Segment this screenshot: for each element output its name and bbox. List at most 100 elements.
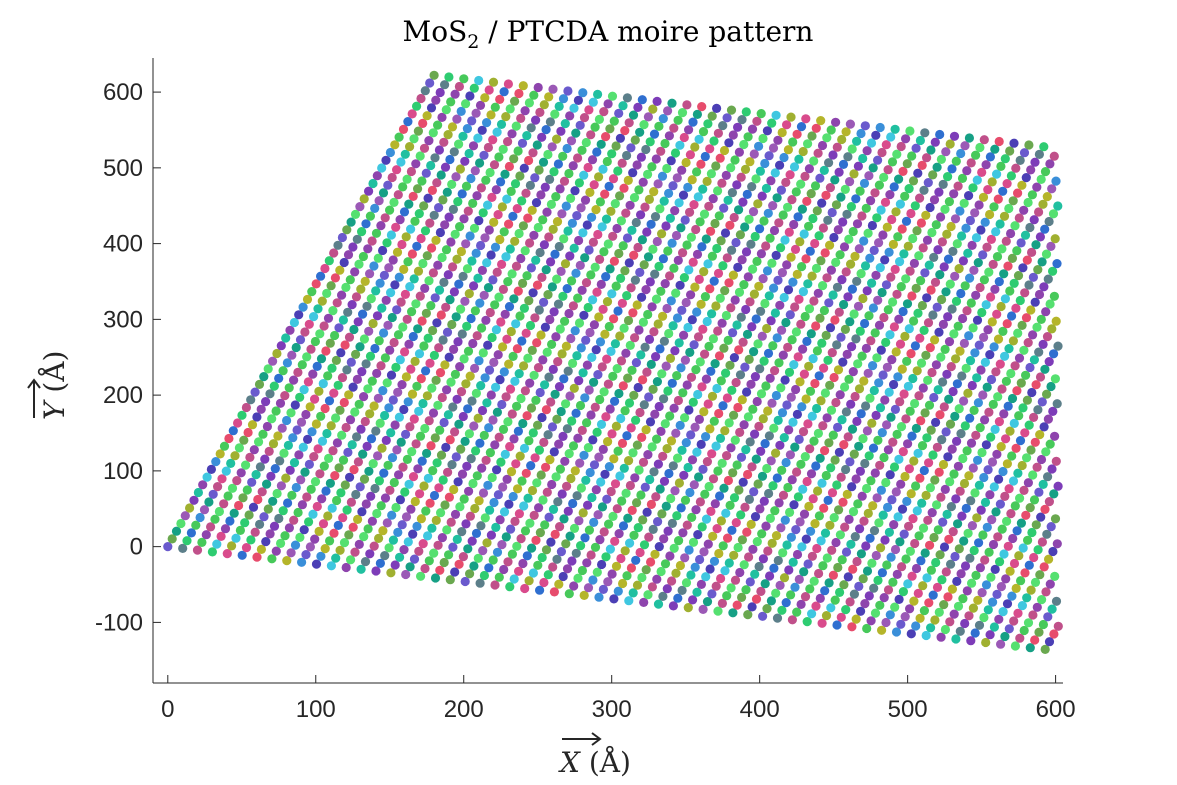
scatter-point <box>930 277 941 287</box>
scatter-point <box>392 305 402 315</box>
scatter-point <box>850 251 860 261</box>
scatter-point <box>383 320 393 330</box>
scatter-point <box>317 494 327 504</box>
scatter-point <box>601 552 611 562</box>
scatter-point <box>769 225 780 236</box>
scatter-point <box>603 577 613 587</box>
scatter-point <box>578 508 588 518</box>
scatter-point <box>604 181 614 191</box>
scatter-point <box>892 149 902 159</box>
scatter-point <box>234 500 244 511</box>
scatter-point <box>482 258 492 268</box>
scatter-point <box>868 501 878 511</box>
scatter-point <box>475 438 485 448</box>
scatter-point <box>1004 624 1014 634</box>
scatter-point <box>995 499 1006 509</box>
scatter-point <box>480 373 490 383</box>
scatter-point <box>722 591 732 601</box>
scatter-point <box>953 181 963 191</box>
scatter-point <box>902 159 912 169</box>
scatter-point <box>581 137 591 148</box>
scatter-point <box>996 301 1006 312</box>
scatter-point <box>800 171 810 181</box>
scatter-point <box>514 88 524 99</box>
scatter-point <box>631 555 641 565</box>
scatter-point <box>805 584 815 594</box>
scatter-point <box>837 555 847 565</box>
scatter-point <box>640 342 650 352</box>
scatter-point <box>741 445 751 455</box>
scatter-point <box>385 485 395 495</box>
scatter-point <box>871 270 881 280</box>
scatter-point <box>767 258 777 268</box>
scatter-point <box>773 135 783 145</box>
scatter-point <box>731 237 741 248</box>
scatter-point <box>828 150 838 160</box>
scatter-point <box>723 195 733 205</box>
scatter-point <box>1038 619 1048 630</box>
scatter-point <box>400 347 410 357</box>
scatter-point <box>649 467 659 477</box>
scatter-point <box>430 573 441 583</box>
scatter-point <box>812 206 822 216</box>
scatter-point <box>832 142 842 152</box>
scatter-points <box>163 70 1063 655</box>
scatter-point <box>1032 462 1042 472</box>
scatter-point <box>365 549 375 559</box>
scatter-point <box>479 570 489 581</box>
scatter-point <box>606 206 616 216</box>
scatter-point <box>921 630 931 641</box>
scatter-point <box>596 139 606 149</box>
scatter-point <box>911 423 922 433</box>
scatter-point <box>1026 445 1036 455</box>
scatter-point <box>547 422 558 432</box>
scatter-point <box>994 136 1004 147</box>
scatter-point <box>969 545 979 556</box>
scatter-point <box>549 587 560 597</box>
scatter-point <box>312 361 322 371</box>
scatter-point <box>497 259 507 269</box>
scatter-point <box>934 187 944 197</box>
scatter-point <box>739 560 749 570</box>
scatter-point <box>1024 560 1034 570</box>
scatter-point <box>355 342 365 352</box>
scatter-point <box>796 319 806 329</box>
scatter-point <box>1013 328 1023 338</box>
scatter-point <box>399 404 409 415</box>
scatter-point <box>460 296 470 306</box>
scatter-point <box>610 199 620 209</box>
scatter-point <box>773 275 783 285</box>
scatter-point <box>369 261 379 271</box>
scatter-point <box>666 296 676 306</box>
scatter-point <box>718 121 728 131</box>
scatter-point <box>237 410 247 420</box>
scatter-point <box>464 429 474 439</box>
scatter-point <box>813 148 823 158</box>
scatter-point <box>378 386 388 396</box>
scatter-point <box>337 290 347 300</box>
scatter-point <box>450 427 460 437</box>
scatter-point <box>473 133 483 143</box>
scatter-point <box>740 502 750 512</box>
scatter-point <box>531 535 541 545</box>
scatter-point <box>690 282 700 292</box>
scatter-point <box>860 599 870 609</box>
scatter-point <box>236 468 246 478</box>
scatter-point <box>462 461 472 471</box>
scatter-point <box>814 568 824 579</box>
scatter-point <box>954 544 964 554</box>
scatter-point <box>352 432 362 442</box>
scatter-point <box>560 119 570 129</box>
scatter-point <box>690 562 700 572</box>
scatter-point <box>660 138 670 149</box>
scatter-point <box>197 537 207 548</box>
scatter-point <box>751 594 762 604</box>
scatter-point <box>447 179 457 189</box>
scatter-point <box>816 116 826 126</box>
scatter-point <box>1000 351 1010 361</box>
scatter-point <box>1034 289 1045 300</box>
scatter-point <box>821 190 831 200</box>
scatter-point <box>1039 422 1049 432</box>
scatter-point <box>1048 266 1058 276</box>
scatter-point <box>660 279 670 289</box>
